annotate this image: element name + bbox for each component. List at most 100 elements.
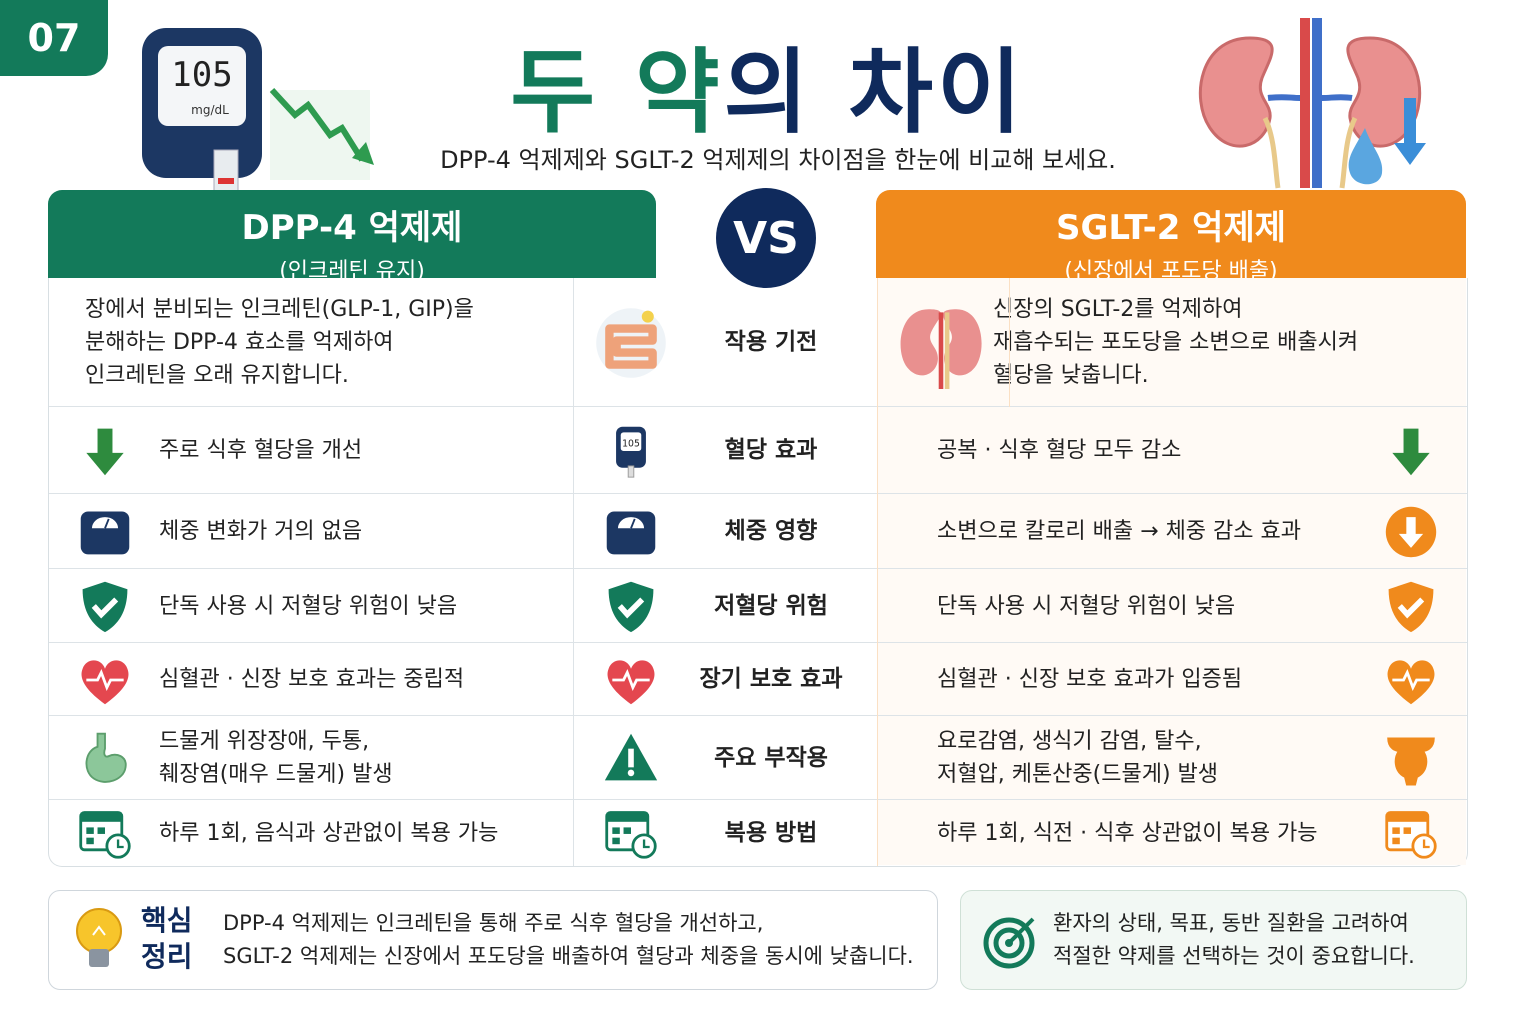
mid-cell: 주요 부작용 bbox=[681, 716, 861, 800]
left-text: 하루 1회, 음식과 상관없이 복용 가능 bbox=[159, 820, 499, 846]
icon-shape bbox=[612, 827, 620, 834]
icon-shape bbox=[1392, 428, 1430, 475]
icon-shape bbox=[1392, 837, 1400, 845]
row-icon bbox=[85, 732, 127, 783]
right-text: 심혈관 · 신장 보호 효과가 입증됨 bbox=[937, 667, 1243, 692]
right-text: 저혈압, 케톤산중(드물게) 발생 bbox=[937, 762, 1219, 787]
mid-cell: 작용 기전 bbox=[681, 278, 861, 407]
row-icon bbox=[596, 307, 666, 378]
column-divider bbox=[573, 569, 574, 643]
icon-shape bbox=[942, 308, 982, 375]
column-divider bbox=[1009, 278, 1010, 407]
row-label: 저혈당 위험 bbox=[714, 592, 828, 619]
icon-shape bbox=[1392, 668, 1430, 691]
right-text: 단독 사용 시 저혈당 위험이 낮음 bbox=[937, 593, 1236, 619]
icon-shape bbox=[85, 732, 127, 783]
note-text: 환자의 상태, 목표, 동반 질환을 고려하여 적절한 약제를 선택하는 것이 … bbox=[1053, 907, 1415, 973]
right-drug-name: SGLT-2 억제제 bbox=[1055, 208, 1287, 248]
comparison-table: 장에서 분비되는 인크레틴(GLP-1, GIP)을 분해하는 DPP-4 효소를… bbox=[48, 278, 1468, 867]
row-divider bbox=[49, 493, 1467, 494]
artery bbox=[1300, 18, 1310, 188]
left-text: 인크레틴을 오래 유지합니다. bbox=[85, 363, 349, 388]
right-tint bbox=[878, 569, 1466, 642]
icon-shape bbox=[97, 827, 105, 834]
column-divider bbox=[877, 569, 878, 643]
row-label: 작용 기전 bbox=[724, 329, 818, 355]
icon-shape bbox=[606, 812, 648, 822]
right-tint bbox=[878, 716, 1466, 799]
right-text: 신장의 SGLT-2를 억제하여 bbox=[993, 297, 1243, 322]
row-divider bbox=[49, 799, 1467, 800]
column-divider bbox=[573, 716, 574, 800]
vein bbox=[1312, 18, 1322, 188]
icon-shape bbox=[1422, 839, 1430, 849]
left-text: 주로 식후 혈당을 개선 bbox=[159, 438, 363, 463]
left-header: DPP-4 억제제 (인크레틴 유지) bbox=[48, 190, 656, 284]
kidney-left bbox=[1198, 36, 1274, 148]
meter-icon-value: 105 bbox=[622, 438, 640, 449]
meter-illustration: 105 mg/dL bbox=[142, 28, 374, 197]
row-icon bbox=[80, 510, 130, 554]
title-part: 의 차이 bbox=[723, 39, 1026, 146]
right-cell: 심혈관 · 신장 보호 효과가 입증됨 bbox=[937, 643, 1389, 716]
right-text: 소변으로 칼로리 배출 → 체중 감소 효과 bbox=[937, 519, 1301, 544]
icon-shape bbox=[642, 839, 650, 849]
row-icon bbox=[900, 308, 982, 389]
row-icon bbox=[607, 659, 655, 704]
icon-shape bbox=[1397, 597, 1425, 619]
icon-shape bbox=[1007, 917, 1035, 945]
icon-shape bbox=[80, 510, 130, 554]
meter-unit: mg/dL bbox=[191, 103, 229, 117]
mid-cell: 체중 영향 bbox=[681, 494, 861, 569]
icon-shape bbox=[1386, 812, 1428, 822]
summary-line: SGLT-2 억제제는 신장에서 포도당을 배출하여 혈당과 체중을 동시에 낮… bbox=[223, 944, 914, 968]
left-cell: 체중 변화가 거의 없음 bbox=[159, 494, 569, 569]
right-tint bbox=[878, 800, 1466, 865]
icon-shape bbox=[605, 323, 657, 369]
column-divider bbox=[877, 643, 878, 716]
icon-shape bbox=[92, 925, 106, 936]
right-cell: 공복 · 식후 혈당 모두 감소 bbox=[937, 407, 1389, 494]
summary-heading: 핵심 정리 bbox=[141, 903, 193, 975]
meter-screen bbox=[158, 46, 246, 126]
down-arrow bbox=[1394, 98, 1426, 165]
row-divider bbox=[49, 406, 1467, 407]
left-text: 분해하는 DPP-4 효소를 억제하여 bbox=[85, 330, 394, 355]
row-label: 복용 방법 bbox=[724, 819, 818, 846]
icon-shape bbox=[91, 597, 119, 619]
left-drug-note: (인크레틴 유지) bbox=[279, 259, 425, 284]
icon-shape bbox=[612, 837, 620, 845]
icon-shape bbox=[641, 310, 654, 323]
kidney-illustration bbox=[1198, 18, 1426, 189]
row-icon bbox=[606, 510, 656, 554]
row-icon: 105 bbox=[616, 426, 646, 478]
row-divider bbox=[49, 642, 1467, 643]
left-cell: 드물게 위장장애, 두통, 췌장염(매우 드물게) 발생 bbox=[159, 716, 569, 800]
column-divider bbox=[877, 278, 878, 407]
row-icon bbox=[605, 811, 657, 859]
right-cell: 요로감염, 생식기 감염, 탈수, 저혈압, 케톤산중(드물게) 발생 bbox=[937, 716, 1389, 800]
row-divider bbox=[49, 568, 1467, 569]
icon-shape bbox=[1403, 827, 1411, 834]
target-icon bbox=[983, 917, 1035, 969]
left-text: 심혈관 · 신장 보호 효과는 중립적 bbox=[159, 667, 465, 692]
icon-shape bbox=[1398, 516, 1424, 548]
row-icon bbox=[1385, 811, 1437, 859]
right-cell: 단독 사용 시 저혈당 위험이 낮음 bbox=[937, 569, 1389, 643]
test-strip bbox=[213, 149, 239, 197]
vs-badge: VS bbox=[716, 188, 816, 288]
icon-shape bbox=[116, 839, 124, 849]
icon-shape bbox=[89, 949, 109, 967]
left-cell: 하루 1회, 음식과 상관없이 복용 가능 bbox=[159, 800, 569, 866]
icon-shape bbox=[104, 518, 110, 529]
row-icon bbox=[1392, 428, 1430, 475]
left-text: 체중 변화가 거의 없음 bbox=[159, 519, 363, 544]
row-icon bbox=[604, 733, 658, 781]
icon-shape bbox=[606, 510, 656, 554]
column-divider bbox=[573, 407, 574, 494]
drop bbox=[1348, 128, 1383, 185]
page-subtitle: DPP-4 억제제와 SGLT-2 억제제의 차이점을 한눈에 비교해 보세요. bbox=[440, 146, 1116, 174]
summary-heading-line: 정리 bbox=[141, 940, 193, 973]
note-line: 적절한 약제를 선택하는 것이 중요합니다. bbox=[1053, 944, 1415, 968]
